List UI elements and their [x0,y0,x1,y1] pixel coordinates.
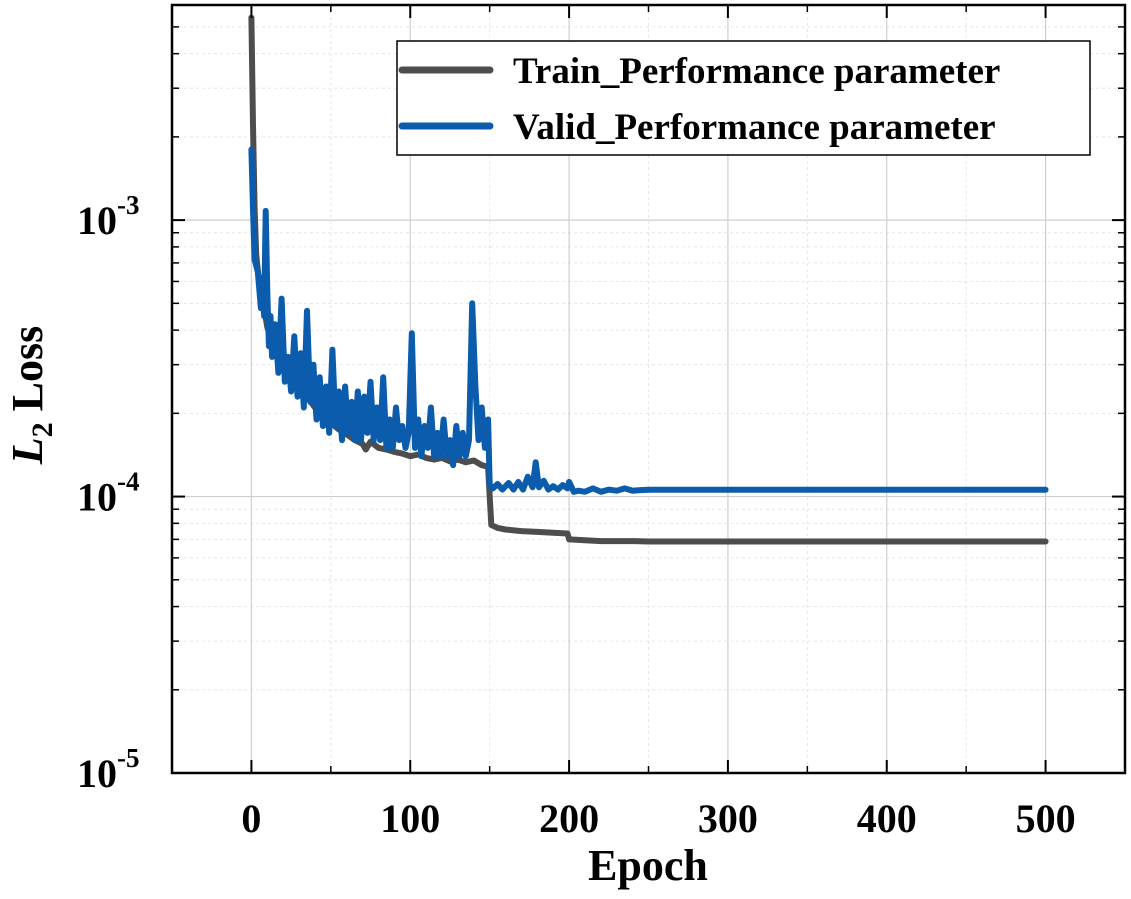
legend-box [396,40,1091,156]
x-tick-label: 300 [698,796,758,841]
y-tick-label: 10-3 [77,190,140,243]
x-axis-title: Epoch [588,841,708,890]
x-tick-labels: 0 100 200 300 400 500 [241,796,1075,841]
y-tick-label: 10-5 [77,743,140,796]
x-tick-label: 100 [380,796,440,841]
y-tick-label-exponent: -3 [117,190,140,220]
svg-text:L2 Loss: L2 Loss [3,326,59,465]
y-tick-label-exponent: -4 [117,467,140,497]
x-tick-label: 500 [1016,796,1076,841]
legend-label-train: Train_Performance parameter [513,51,1000,92]
y-axis-title-main: L [3,437,52,465]
y-tick-label-base: 10 [77,198,117,243]
legend: Train_Performance parameter Valid_Perfor… [396,40,1091,156]
legend-label-valid: Valid_Performance parameter [513,107,996,148]
y-axis-title-sub: 2 [26,422,59,437]
x-tick-label: 0 [241,796,261,841]
x-tick-label: 400 [857,796,917,841]
axis-ticks [172,5,1125,774]
series-lines [248,14,1049,545]
x-tick-label: 200 [539,796,599,841]
y-tick-label-exponent: -5 [117,743,140,773]
y-axis-title: L2 Loss [3,326,59,465]
y-tick-label-base: 10 [77,751,117,796]
y-tick-label: 10-4 [77,467,140,520]
y-tick-labels: 10-310-410-5 [77,190,140,796]
y-tick-label-base: 10 [77,475,117,520]
y-axis-title-rest: Loss [3,326,52,423]
series-line-1 [248,146,1049,495]
